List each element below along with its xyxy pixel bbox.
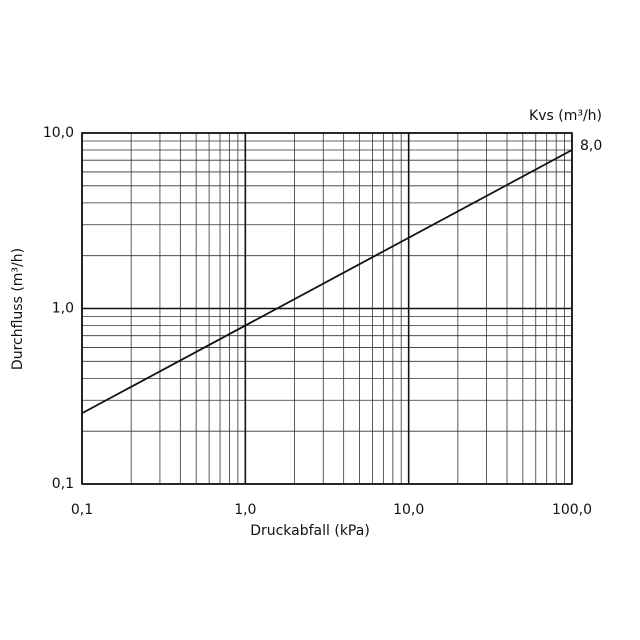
y-tick-label: 10,0 xyxy=(43,125,74,141)
series-line xyxy=(81,149,573,415)
y-tick-label: 1,0 xyxy=(52,301,74,317)
x-tick-label: 10,0 xyxy=(393,502,424,518)
x-tick-label: 100,0 xyxy=(552,502,592,518)
y-tick-label: 0,1 xyxy=(52,476,74,492)
series-label: 8,0 xyxy=(580,138,602,154)
x-axis-label: Druckabfall (kPa) xyxy=(250,523,370,539)
x-tick-label: 1,0 xyxy=(234,502,256,518)
y-axis-label: Durchfluss (m³/h) xyxy=(10,248,26,370)
plot-border xyxy=(81,132,573,485)
legend-title: Kvs (m³/h) xyxy=(529,108,602,124)
x-tick-label: 0,1 xyxy=(71,502,93,518)
